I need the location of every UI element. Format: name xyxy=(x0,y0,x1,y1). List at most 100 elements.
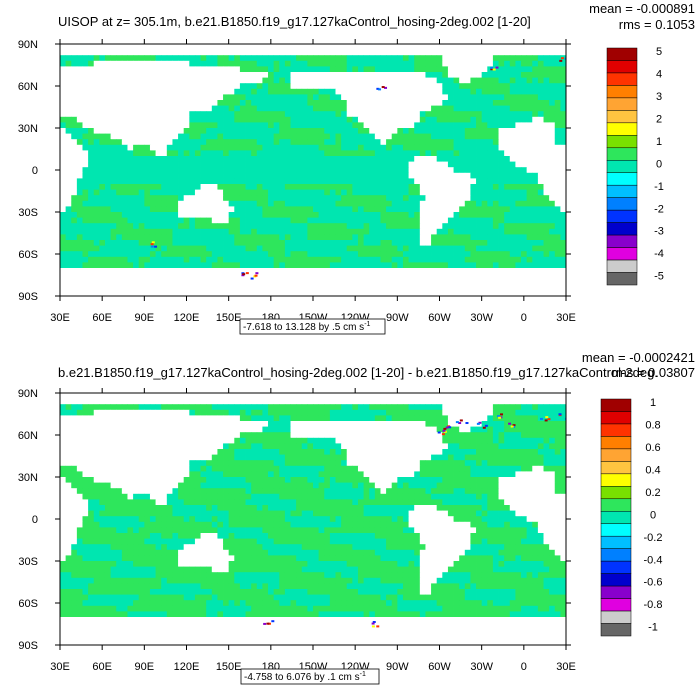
colorbar-swatch xyxy=(600,511,632,524)
colorbar-swatch xyxy=(600,535,632,549)
colorbar-swatch xyxy=(606,197,638,211)
speck xyxy=(476,422,480,425)
speck xyxy=(271,620,275,623)
speck xyxy=(242,273,246,276)
speck xyxy=(545,416,549,419)
x-tick-label: 120E xyxy=(174,312,200,324)
colorbar-label: -0.4 xyxy=(644,554,663,566)
x-tick-label: 90W xyxy=(386,661,409,673)
speck xyxy=(484,424,488,427)
colorbar-swatch xyxy=(600,585,632,599)
speck xyxy=(495,66,499,69)
colorbar-label: 0.6 xyxy=(645,442,660,454)
y-tick-label: 0 xyxy=(32,165,38,177)
x-tick-label: 60E xyxy=(92,661,112,673)
y-tick-label: 60N xyxy=(18,430,38,442)
speck xyxy=(512,424,516,427)
colorbar-label: 0 xyxy=(650,509,656,521)
colorbar-swatch xyxy=(606,222,638,236)
x-tick-label: 90E xyxy=(135,312,155,324)
y-tick-label: 90N xyxy=(18,388,38,400)
x-tick-label: 30E xyxy=(556,312,576,324)
colorbar-swatch xyxy=(600,411,632,425)
y-tick-label: 30S xyxy=(18,207,38,219)
speck xyxy=(458,422,462,425)
colorbar-swatch xyxy=(606,172,638,186)
chart-stat: mean = -0.000891 xyxy=(589,1,695,16)
chart-title: UISOP at z= 305.1m, b.e21.B1850.f19_g17.… xyxy=(58,14,531,29)
x-tick-label: 60E xyxy=(92,312,112,324)
colorbar-swatch xyxy=(606,47,638,61)
colorbar-label: -0.2 xyxy=(644,532,663,544)
speck xyxy=(498,416,502,419)
speck xyxy=(381,86,385,89)
x-tick-label: 150E xyxy=(216,661,242,673)
speck xyxy=(500,413,504,416)
y-tick-label: 60S xyxy=(18,598,38,610)
colorbar-swatch xyxy=(606,135,638,149)
chart-stat: mean = -0.0002421 xyxy=(582,350,695,365)
colorbar-label: -1 xyxy=(654,181,664,193)
y-tick-label: 0 xyxy=(32,514,38,526)
speck xyxy=(568,60,571,62)
x-tick-label: 120E xyxy=(174,661,200,673)
colorbar-label: 0 xyxy=(656,158,662,170)
y-tick-label: 90S xyxy=(18,291,38,303)
range-label-box: -7.618 to 13.128 by .5 cm s-1 xyxy=(239,318,386,335)
colorbar-label: -2 xyxy=(654,203,664,215)
extreme-specks xyxy=(150,57,571,280)
speck xyxy=(151,241,155,244)
y-tick-label: 30N xyxy=(18,472,38,484)
speck xyxy=(455,421,459,424)
speck xyxy=(255,272,259,275)
x-tick-label: 150E xyxy=(216,312,242,324)
colorbar-label: 0.2 xyxy=(645,487,660,499)
speck xyxy=(250,277,254,280)
speck xyxy=(478,421,482,424)
colorbar-swatch xyxy=(606,97,638,111)
x-tick-label: 30E xyxy=(50,312,70,324)
speck xyxy=(376,87,380,90)
colorbar-swatch xyxy=(606,160,638,173)
colorbar-swatch xyxy=(600,598,632,612)
speck xyxy=(564,417,566,420)
speck xyxy=(564,57,566,60)
field-cells xyxy=(60,44,566,296)
speck xyxy=(442,429,446,432)
speck xyxy=(459,419,463,422)
colorbar-swatch xyxy=(600,548,632,562)
colorbar-swatch xyxy=(606,272,638,286)
colorbar-swatch xyxy=(600,436,632,450)
colorbar-label: -1 xyxy=(648,622,658,634)
colorbar-swatch xyxy=(600,523,632,537)
colorbar-swatch xyxy=(606,184,638,198)
speck xyxy=(267,622,271,625)
speck xyxy=(465,422,469,425)
y-tick-label: 30N xyxy=(18,123,38,135)
speck xyxy=(266,622,270,625)
colorbar-swatch xyxy=(600,486,632,500)
colorbar-swatch xyxy=(606,122,638,136)
speck xyxy=(448,426,452,429)
speck xyxy=(437,431,441,434)
colorbar-label: -0.6 xyxy=(644,577,663,589)
x-tick-label: 60W xyxy=(428,312,451,324)
colorbar: 5 4 3 2 1 0 -1 -2 -3 -4 -5 xyxy=(606,46,664,286)
y-tick-label: 90N xyxy=(18,39,38,51)
field-cells xyxy=(60,393,566,645)
colorbar-label: 1 xyxy=(650,397,656,409)
y-tick-label: 60N xyxy=(18,81,38,93)
chart-title: b.e21.B1850.f19_g17.127kaControl_hosing-… xyxy=(58,365,658,380)
x-tick-label: 0 xyxy=(521,661,527,673)
range-frame xyxy=(239,318,386,335)
colorbar-swatch xyxy=(606,85,638,99)
x-tick-label: 90W xyxy=(386,312,409,324)
x-tick-label: 30W xyxy=(470,312,493,324)
y-tick-label: 90S xyxy=(18,640,38,652)
x-tick-label: 0 xyxy=(521,312,527,324)
x-tick-label: 90E xyxy=(135,661,155,673)
speck xyxy=(539,417,543,420)
speck xyxy=(376,625,380,628)
speck xyxy=(263,622,267,625)
